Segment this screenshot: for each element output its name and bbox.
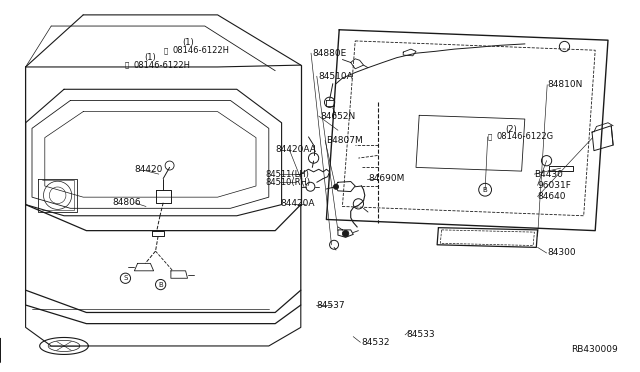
Text: 84640: 84640 [538, 192, 566, 201]
Text: (1): (1) [182, 38, 194, 47]
Circle shape [333, 184, 339, 189]
Text: (2): (2) [506, 125, 517, 134]
Text: 84511(LH): 84511(LH) [266, 170, 310, 179]
Text: 84533: 84533 [406, 330, 435, 339]
Text: 08146-6122H: 08146-6122H [172, 46, 229, 55]
Text: 84652N: 84652N [320, 112, 355, 121]
Text: B4807M: B4807M [326, 136, 363, 145]
Text: 08146-6122H: 08146-6122H [134, 61, 191, 70]
Text: 84300: 84300 [547, 248, 576, 257]
Circle shape [342, 230, 349, 237]
Text: 84880E: 84880E [312, 49, 347, 58]
Text: (1): (1) [144, 53, 156, 62]
Text: Ⓑ: Ⓑ [488, 134, 492, 140]
Text: 84690M: 84690M [368, 174, 404, 183]
Text: Ⓑ: Ⓑ [163, 47, 168, 54]
Text: RB430009: RB430009 [571, 345, 618, 354]
Text: Ⓢ: Ⓢ [125, 62, 129, 68]
Text: 08146-6122G: 08146-6122G [497, 132, 554, 141]
Text: 84510(RH): 84510(RH) [266, 178, 311, 187]
Text: 84532: 84532 [362, 338, 390, 347]
Text: 96031F: 96031F [538, 181, 572, 190]
Text: B: B [483, 187, 488, 193]
Text: 84537: 84537 [317, 301, 346, 310]
Text: 84510A: 84510A [318, 72, 353, 81]
Text: B: B [158, 282, 163, 288]
Text: 84420A: 84420A [280, 199, 315, 208]
Text: 84810N: 84810N [547, 80, 582, 89]
Text: 84420: 84420 [134, 165, 163, 174]
Text: 84806: 84806 [112, 198, 141, 207]
Text: B4430: B4430 [534, 170, 563, 179]
Text: S: S [124, 275, 127, 281]
Text: 84420AA: 84420AA [275, 145, 316, 154]
